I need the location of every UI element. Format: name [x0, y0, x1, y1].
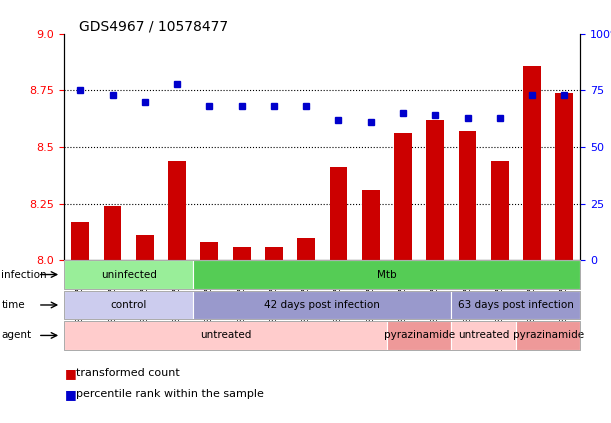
Text: untreated: untreated	[200, 330, 251, 341]
Bar	[71, 222, 89, 260]
Bar	[555, 93, 573, 260]
Text: uninfected: uninfected	[101, 269, 156, 280]
Bar	[200, 242, 218, 260]
Text: time: time	[1, 300, 25, 310]
Bar	[523, 66, 541, 260]
Bar	[136, 235, 154, 260]
Text: infection: infection	[1, 269, 47, 280]
Text: pyrazinamide: pyrazinamide	[384, 330, 455, 341]
Bar	[168, 161, 186, 260]
Bar	[426, 120, 444, 260]
Bar	[362, 190, 379, 260]
Text: ■: ■	[64, 388, 76, 401]
Text: control: control	[111, 300, 147, 310]
Bar	[394, 133, 412, 260]
Text: pyrazinamide: pyrazinamide	[513, 330, 584, 341]
Text: GDS4967 / 10578477: GDS4967 / 10578477	[79, 19, 229, 33]
Text: ■: ■	[64, 367, 76, 379]
Text: transformed count: transformed count	[76, 368, 180, 378]
Bar	[459, 131, 477, 260]
Bar	[298, 238, 315, 260]
Bar	[265, 247, 283, 260]
Bar	[329, 168, 347, 260]
Text: agent: agent	[1, 330, 31, 341]
Text: 42 days post infection: 42 days post infection	[265, 300, 380, 310]
Text: untreated: untreated	[458, 330, 510, 341]
Bar	[491, 161, 508, 260]
Text: 63 days post infection: 63 days post infection	[458, 300, 574, 310]
Bar	[233, 247, 251, 260]
Bar	[104, 206, 122, 260]
Text: percentile rank within the sample: percentile rank within the sample	[76, 389, 264, 399]
Text: Mtb: Mtb	[377, 269, 397, 280]
